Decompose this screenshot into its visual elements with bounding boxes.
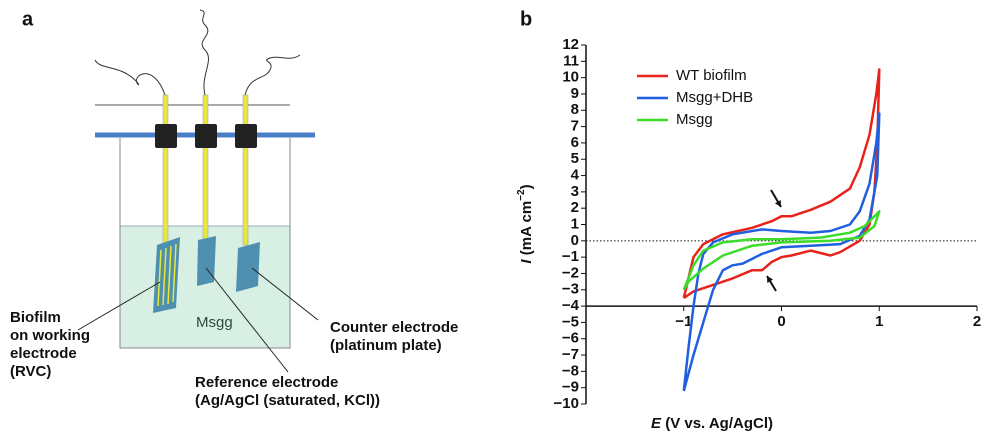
y-tick-label: 6 bbox=[571, 134, 579, 151]
series-line bbox=[682, 210, 881, 291]
y-tick-label: −4 bbox=[562, 297, 580, 314]
y-tick-label: −10 bbox=[554, 395, 579, 412]
y-tick-label: −9 bbox=[562, 379, 579, 396]
x-tick-label: 0 bbox=[777, 313, 785, 330]
reference-electrode-label: Reference electrode(Ag/AgCl (saturated, … bbox=[195, 374, 380, 409]
y-tick-label: −3 bbox=[562, 281, 579, 298]
x-axis-label: E (V vs. Ag/AgCl) bbox=[651, 415, 773, 432]
y-tick-label: 4 bbox=[571, 167, 580, 184]
y-tick-label: 8 bbox=[571, 101, 579, 118]
y-tick-label: 5 bbox=[571, 150, 579, 167]
x-tick-label: 2 bbox=[973, 313, 981, 330]
rods bbox=[162, 94, 249, 246]
y-axis-label: I (mA cm−2) bbox=[516, 184, 535, 263]
y-tick-label: 9 bbox=[571, 85, 579, 102]
label-line: Reference electrode bbox=[195, 374, 338, 391]
y-tick-label: 2 bbox=[571, 199, 579, 216]
label-line: Biofilm bbox=[10, 309, 61, 326]
arrow-head bbox=[774, 200, 781, 207]
x-tick-label: 1 bbox=[875, 313, 883, 330]
y-tick-label: 1 bbox=[571, 215, 579, 232]
y-tick-label: −2 bbox=[562, 264, 579, 281]
y-tick-label: −1 bbox=[562, 248, 579, 265]
legend-label: WT biofilm bbox=[676, 67, 747, 84]
beaker bbox=[119, 138, 291, 349]
y-tick-label: 11 bbox=[563, 52, 579, 69]
label-line: (platinum plate) bbox=[330, 337, 442, 354]
label-line: (Ag/AgCl (saturated, KCl)) bbox=[195, 392, 380, 409]
biofilm bbox=[157, 243, 177, 307]
arrow-head bbox=[767, 276, 774, 283]
counter-electrode-label: Counter electrode(platinum plate) bbox=[330, 319, 458, 354]
wires bbox=[94, 9, 301, 96]
label-line: (RVC) bbox=[10, 363, 51, 380]
legend-label: Msgg bbox=[676, 111, 713, 128]
legend-label: Msgg+DHB bbox=[676, 89, 753, 106]
leader-lines bbox=[77, 267, 319, 373]
y-tick-label: 3 bbox=[571, 183, 579, 200]
medium-label: Msgg bbox=[196, 314, 233, 331]
x-tick-label: −1 bbox=[675, 313, 692, 330]
y-tick-label: −8 bbox=[562, 362, 579, 379]
series-line bbox=[682, 112, 881, 392]
label-line: Counter electrode bbox=[330, 319, 458, 336]
y-tick-label: −6 bbox=[562, 330, 579, 347]
panel-label: b bbox=[520, 8, 532, 30]
y-tick-label: 0 bbox=[571, 232, 579, 249]
label-line: electrode bbox=[10, 345, 77, 362]
y-tick-label: 12 bbox=[562, 36, 579, 53]
label-line: on working bbox=[10, 327, 90, 344]
y-tick-label: 10 bbox=[562, 69, 579, 86]
y-tick-label: −7 bbox=[562, 346, 579, 363]
y-tick-label: 7 bbox=[571, 118, 579, 135]
clamps bbox=[155, 124, 257, 148]
y-tick-label: −5 bbox=[562, 313, 579, 330]
panel-label: a bbox=[22, 8, 34, 30]
